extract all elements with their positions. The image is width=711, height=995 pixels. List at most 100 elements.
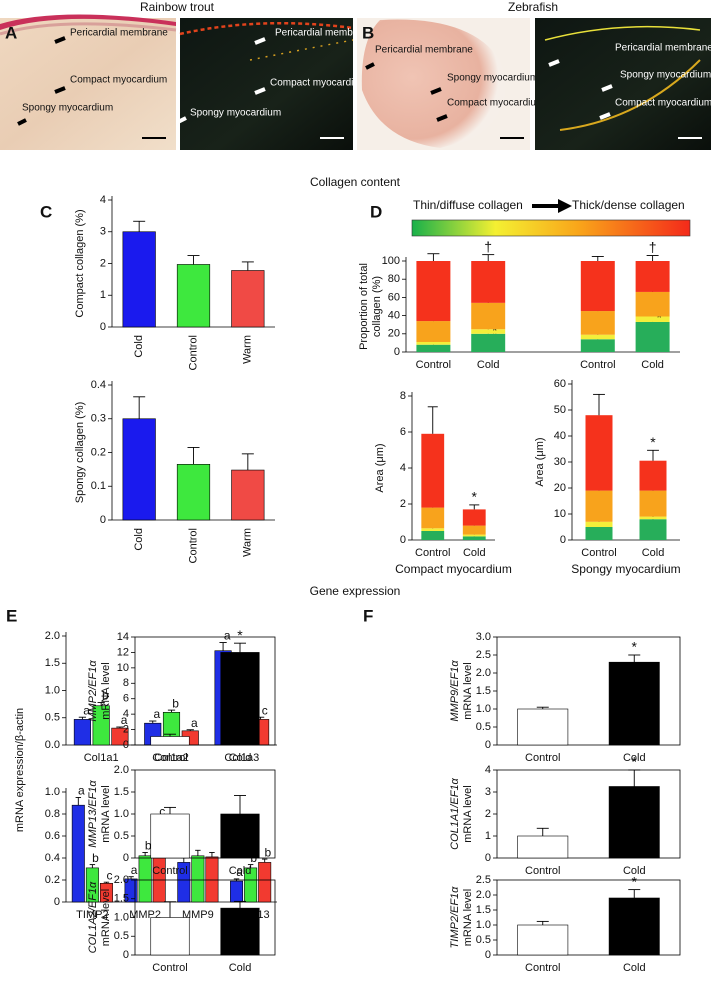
y-tick-label: 1 xyxy=(485,830,491,842)
x-tick-label: Cold xyxy=(463,547,486,559)
micrograph xyxy=(177,18,354,150)
micrograph-label: Pericardial membrane xyxy=(615,43,711,54)
bar xyxy=(421,531,445,540)
species-title: Rainbow trout xyxy=(140,0,215,14)
y-tick-label: 0.2 xyxy=(91,446,106,458)
y-tick-label: 2 xyxy=(485,808,491,820)
y-axis-label: COL1A1/EF1α xyxy=(449,777,461,849)
section-title: Gene expression xyxy=(310,584,401,598)
significance-letter: b xyxy=(172,696,179,710)
significance-mark: * xyxy=(472,489,478,505)
y-tick-label: 2.0 xyxy=(476,667,491,679)
bar xyxy=(421,528,445,531)
bar xyxy=(580,334,615,340)
bar xyxy=(258,862,272,903)
bar xyxy=(471,261,506,303)
micrograph-label: Compact myocardium xyxy=(270,78,367,89)
x-tick-label: Control xyxy=(525,865,560,877)
y-tick-label: 8 xyxy=(123,677,129,689)
micrograph xyxy=(357,18,530,150)
y-tick-label: 6 xyxy=(123,693,129,705)
x-tick-label: Control xyxy=(187,335,199,370)
x-tick-label: Control xyxy=(525,752,560,764)
scale-arrow xyxy=(532,199,572,213)
y-tick-label: 0 xyxy=(400,534,406,546)
y-tick-label: 1.5 xyxy=(476,904,491,916)
x-tick-label: Control xyxy=(581,547,616,559)
bar xyxy=(471,333,506,352)
y-tick-label: 0 xyxy=(123,852,129,864)
x-tick-label: Cold xyxy=(229,752,252,764)
scale-label: Thin/diffuse collagen xyxy=(413,198,523,212)
significance-mark: † xyxy=(484,238,492,254)
panel-label: C xyxy=(40,202,52,221)
y-tick-label: 3 xyxy=(485,786,491,798)
x-tick-label: Control xyxy=(152,865,187,877)
y-tick-label: 0.4 xyxy=(91,379,106,391)
panel-label: E xyxy=(6,606,17,625)
bar xyxy=(205,856,219,903)
significance-mark: * xyxy=(632,873,638,889)
bar xyxy=(462,534,486,537)
y-axis-label: mRNA level xyxy=(462,662,474,719)
bar xyxy=(635,316,670,322)
y-tick-label: 4 xyxy=(485,764,491,776)
y-tick-label: 3.0 xyxy=(476,631,491,643)
bar xyxy=(517,924,569,956)
significance-mark: * xyxy=(237,627,243,643)
bar xyxy=(138,855,152,903)
y-tick-label: 0.4 xyxy=(45,852,60,864)
bar xyxy=(462,536,486,540)
y-tick-label: 0.5 xyxy=(476,934,491,946)
y-tick-label: 2.5 xyxy=(476,649,491,661)
y-tick-label: 1.5 xyxy=(114,893,129,905)
significance-letter: a xyxy=(154,707,161,721)
bar xyxy=(73,719,91,746)
y-tick-label: 0.0 xyxy=(45,739,60,751)
panel-label: B xyxy=(362,23,374,42)
bar xyxy=(585,415,613,491)
y-axis-label: MMP2/EF1α xyxy=(87,660,99,722)
y-tick-label: 10 xyxy=(117,662,129,674)
micrograph-label: Compact myocardium xyxy=(615,98,711,109)
bar xyxy=(517,708,569,746)
bar xyxy=(416,341,451,345)
x-tick-label: Cold xyxy=(623,962,646,974)
y-tick-label: 1.0 xyxy=(45,786,60,798)
bar xyxy=(150,813,190,859)
bar xyxy=(585,490,613,522)
y-tick-label: 100 xyxy=(382,255,400,267)
y-tick-label: 30 xyxy=(554,456,566,468)
panel-label: F xyxy=(363,606,373,625)
bar xyxy=(150,736,190,746)
significance-letter: c xyxy=(262,703,268,717)
bar xyxy=(462,525,486,535)
plot-frame xyxy=(496,879,681,956)
y-tick-label: 20 xyxy=(554,482,566,494)
x-tick-label: Cold xyxy=(133,335,145,358)
y-tick-label: 14 xyxy=(117,631,129,643)
micrograph xyxy=(535,18,711,150)
x-tick-label: Control xyxy=(415,547,450,559)
bar xyxy=(471,302,506,330)
bar xyxy=(231,270,265,328)
micrograph-label: Spongy myocardium xyxy=(620,70,711,81)
micrograph-label: Spongy myocardium xyxy=(22,103,113,114)
bar xyxy=(639,519,667,540)
bar xyxy=(639,490,667,517)
bar xyxy=(220,652,260,746)
y-tick-label: 1.0 xyxy=(114,911,129,923)
y-tick-label: 50 xyxy=(554,404,566,416)
y-tick-label: 1.0 xyxy=(476,919,491,931)
x-tick-label: Cold xyxy=(133,528,145,551)
y-tick-label: 0 xyxy=(100,514,106,526)
y-tick-label: 2.0 xyxy=(476,889,491,901)
y-tick-label: 0.5 xyxy=(45,712,60,724)
y-axis-label: Compact collagen (%) xyxy=(74,209,86,317)
y-tick-label: 0.2 xyxy=(45,874,60,886)
bar xyxy=(471,329,506,334)
micrograph xyxy=(0,14,177,150)
x-tick-label: Control xyxy=(580,359,615,371)
micrograph-label: Spongy myocardium xyxy=(190,108,281,119)
micrograph-label: Pericardial membrane xyxy=(70,28,168,39)
